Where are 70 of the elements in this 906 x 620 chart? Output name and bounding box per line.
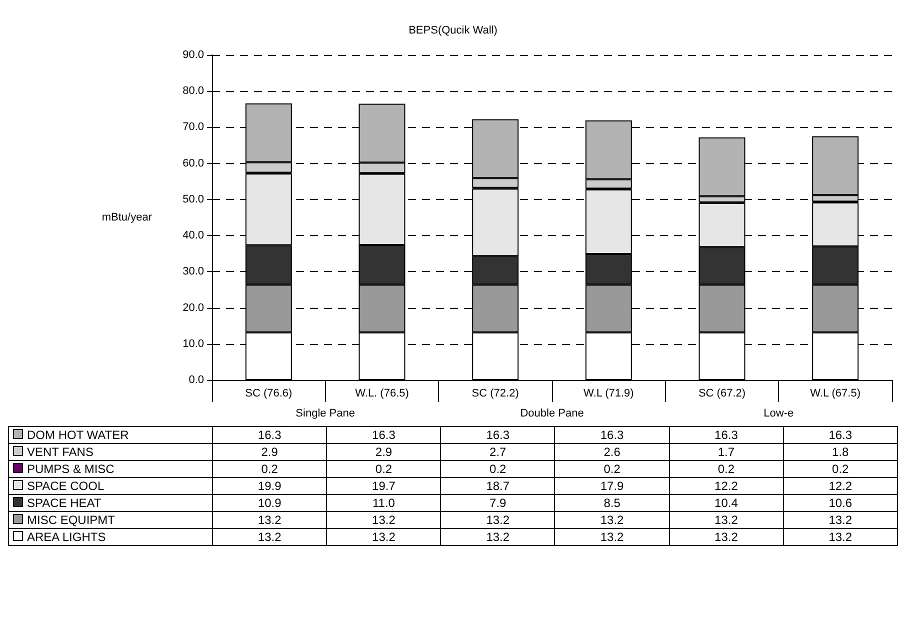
y-tick-label: 10.0 xyxy=(182,338,204,350)
data-label: 18.7 xyxy=(440,478,555,494)
y-tick-label: 90.0 xyxy=(182,49,204,61)
data-label: 11.0 xyxy=(326,494,441,512)
data-label: 16.3 xyxy=(212,426,327,444)
data-label: 0.2 xyxy=(783,460,898,478)
x-tick-label: SC (67.2) xyxy=(698,388,746,400)
data-label: 16.3 xyxy=(669,426,784,444)
data-label: 13.2 xyxy=(440,512,555,528)
data-label: 0.2 xyxy=(326,460,441,478)
data-label: 13.2 xyxy=(212,528,327,546)
data-label: 0.2 xyxy=(440,460,555,478)
data-label: 13.2 xyxy=(440,528,555,546)
data-label: 13.2 xyxy=(326,512,441,528)
data-label: 17.9 xyxy=(554,478,670,494)
y-tick-label: 40.0 xyxy=(182,230,204,242)
data-label: 2.9 xyxy=(326,444,441,460)
data-label: 13.2 xyxy=(783,528,898,546)
data-label: 10.6 xyxy=(783,494,898,512)
data-label: 2.9 xyxy=(212,444,327,460)
data-label: 13.2 xyxy=(554,528,670,546)
y-tick-label: 20.0 xyxy=(182,302,204,314)
legend-label: SPACE HEAT xyxy=(8,494,212,512)
data-label: 16.3 xyxy=(783,426,898,444)
data-label: 1.8 xyxy=(783,444,898,460)
data-label: 19.9 xyxy=(212,478,327,494)
data-label: 13.2 xyxy=(669,512,784,528)
x-tick-label: SC (76.6) xyxy=(245,388,292,400)
y-tick-label: 50.0 xyxy=(182,193,204,206)
y-tick-label: 60.0 xyxy=(182,157,204,170)
x-tick-label: W.L (67.5) xyxy=(810,388,861,400)
y-tick-label: 30.0 xyxy=(182,266,204,278)
x-tick-label: W.L. (76.5) xyxy=(355,388,409,400)
data-label: 12.2 xyxy=(783,478,898,494)
legend-label: DOM HOT WATER xyxy=(8,426,212,444)
data-label: 12.2 xyxy=(669,478,784,494)
text: Single Pane xyxy=(296,408,355,420)
data-label: 13.2 xyxy=(783,512,898,528)
data-label: 13.2 xyxy=(326,528,441,546)
legend-label: AREA LIGHTS xyxy=(8,528,212,546)
y-tick-label: 70.0 xyxy=(182,121,204,134)
data-label: 1.7 xyxy=(669,444,784,460)
y-tick-label: 80.0 xyxy=(182,85,204,98)
data-label: 2.7 xyxy=(440,444,555,460)
y-tick-label: 0.0 xyxy=(188,374,204,386)
data-label: 19.7 xyxy=(326,478,441,494)
chart-title: BEPS(Qucik Wall) xyxy=(408,24,498,36)
data-label: 2.6 xyxy=(554,444,670,460)
data-label: 10.9 xyxy=(212,494,327,512)
data-label: 13.2 xyxy=(212,512,327,528)
data-label: 0.2 xyxy=(212,460,327,478)
x-tick-label: W.L (71.9) xyxy=(583,388,634,400)
data-label: 0.2 xyxy=(669,460,784,478)
legend-label: SPACE COOL xyxy=(8,478,212,494)
data-label: 0.2 xyxy=(554,460,670,478)
legend-label: PUMPS & MISC xyxy=(8,460,212,478)
data-label: 16.3 xyxy=(554,426,670,444)
data-label: 10.4 xyxy=(669,494,784,512)
data-label: 16.3 xyxy=(326,426,441,444)
text: Low-e xyxy=(764,408,794,420)
data-label: 13.2 xyxy=(554,512,670,528)
data-label: 7.9 xyxy=(440,494,555,512)
legend-label: MISC EQUIPMT xyxy=(8,512,212,528)
data-label: 13.2 xyxy=(669,528,784,546)
y-axis-title: mBtu/year xyxy=(102,212,152,224)
data-label: 8.5 xyxy=(554,494,670,512)
legend-label: VENT FANS xyxy=(8,444,212,460)
data-label: 16.3 xyxy=(440,426,555,444)
text: Double Pane xyxy=(520,408,584,420)
x-tick-label: SC (72.2) xyxy=(472,388,519,400)
